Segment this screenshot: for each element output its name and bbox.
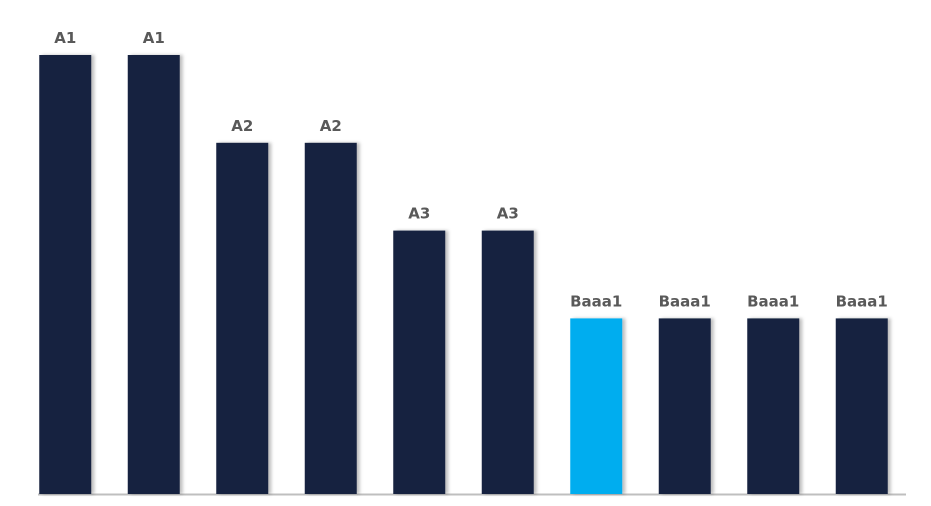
bar-label: Baaa1 xyxy=(570,292,622,310)
bar xyxy=(393,230,446,494)
bar xyxy=(481,230,534,494)
bar-label: Baaa1 xyxy=(836,292,888,310)
bar-label: Baaa1 xyxy=(747,292,799,310)
bar-label: A2 xyxy=(231,117,253,135)
bar-label: Baaa1 xyxy=(659,292,711,310)
bar xyxy=(127,55,180,494)
bar xyxy=(39,55,92,494)
bar-label: A3 xyxy=(497,205,519,223)
bar xyxy=(304,142,357,495)
bar-label: A3 xyxy=(408,205,430,223)
bar-label: A1 xyxy=(54,29,76,47)
bar-label: A2 xyxy=(320,117,342,135)
bar-label: A1 xyxy=(143,29,165,47)
bar xyxy=(570,318,623,494)
bar xyxy=(835,318,888,494)
bar xyxy=(216,142,269,495)
bar xyxy=(747,318,800,494)
bar xyxy=(658,318,711,494)
